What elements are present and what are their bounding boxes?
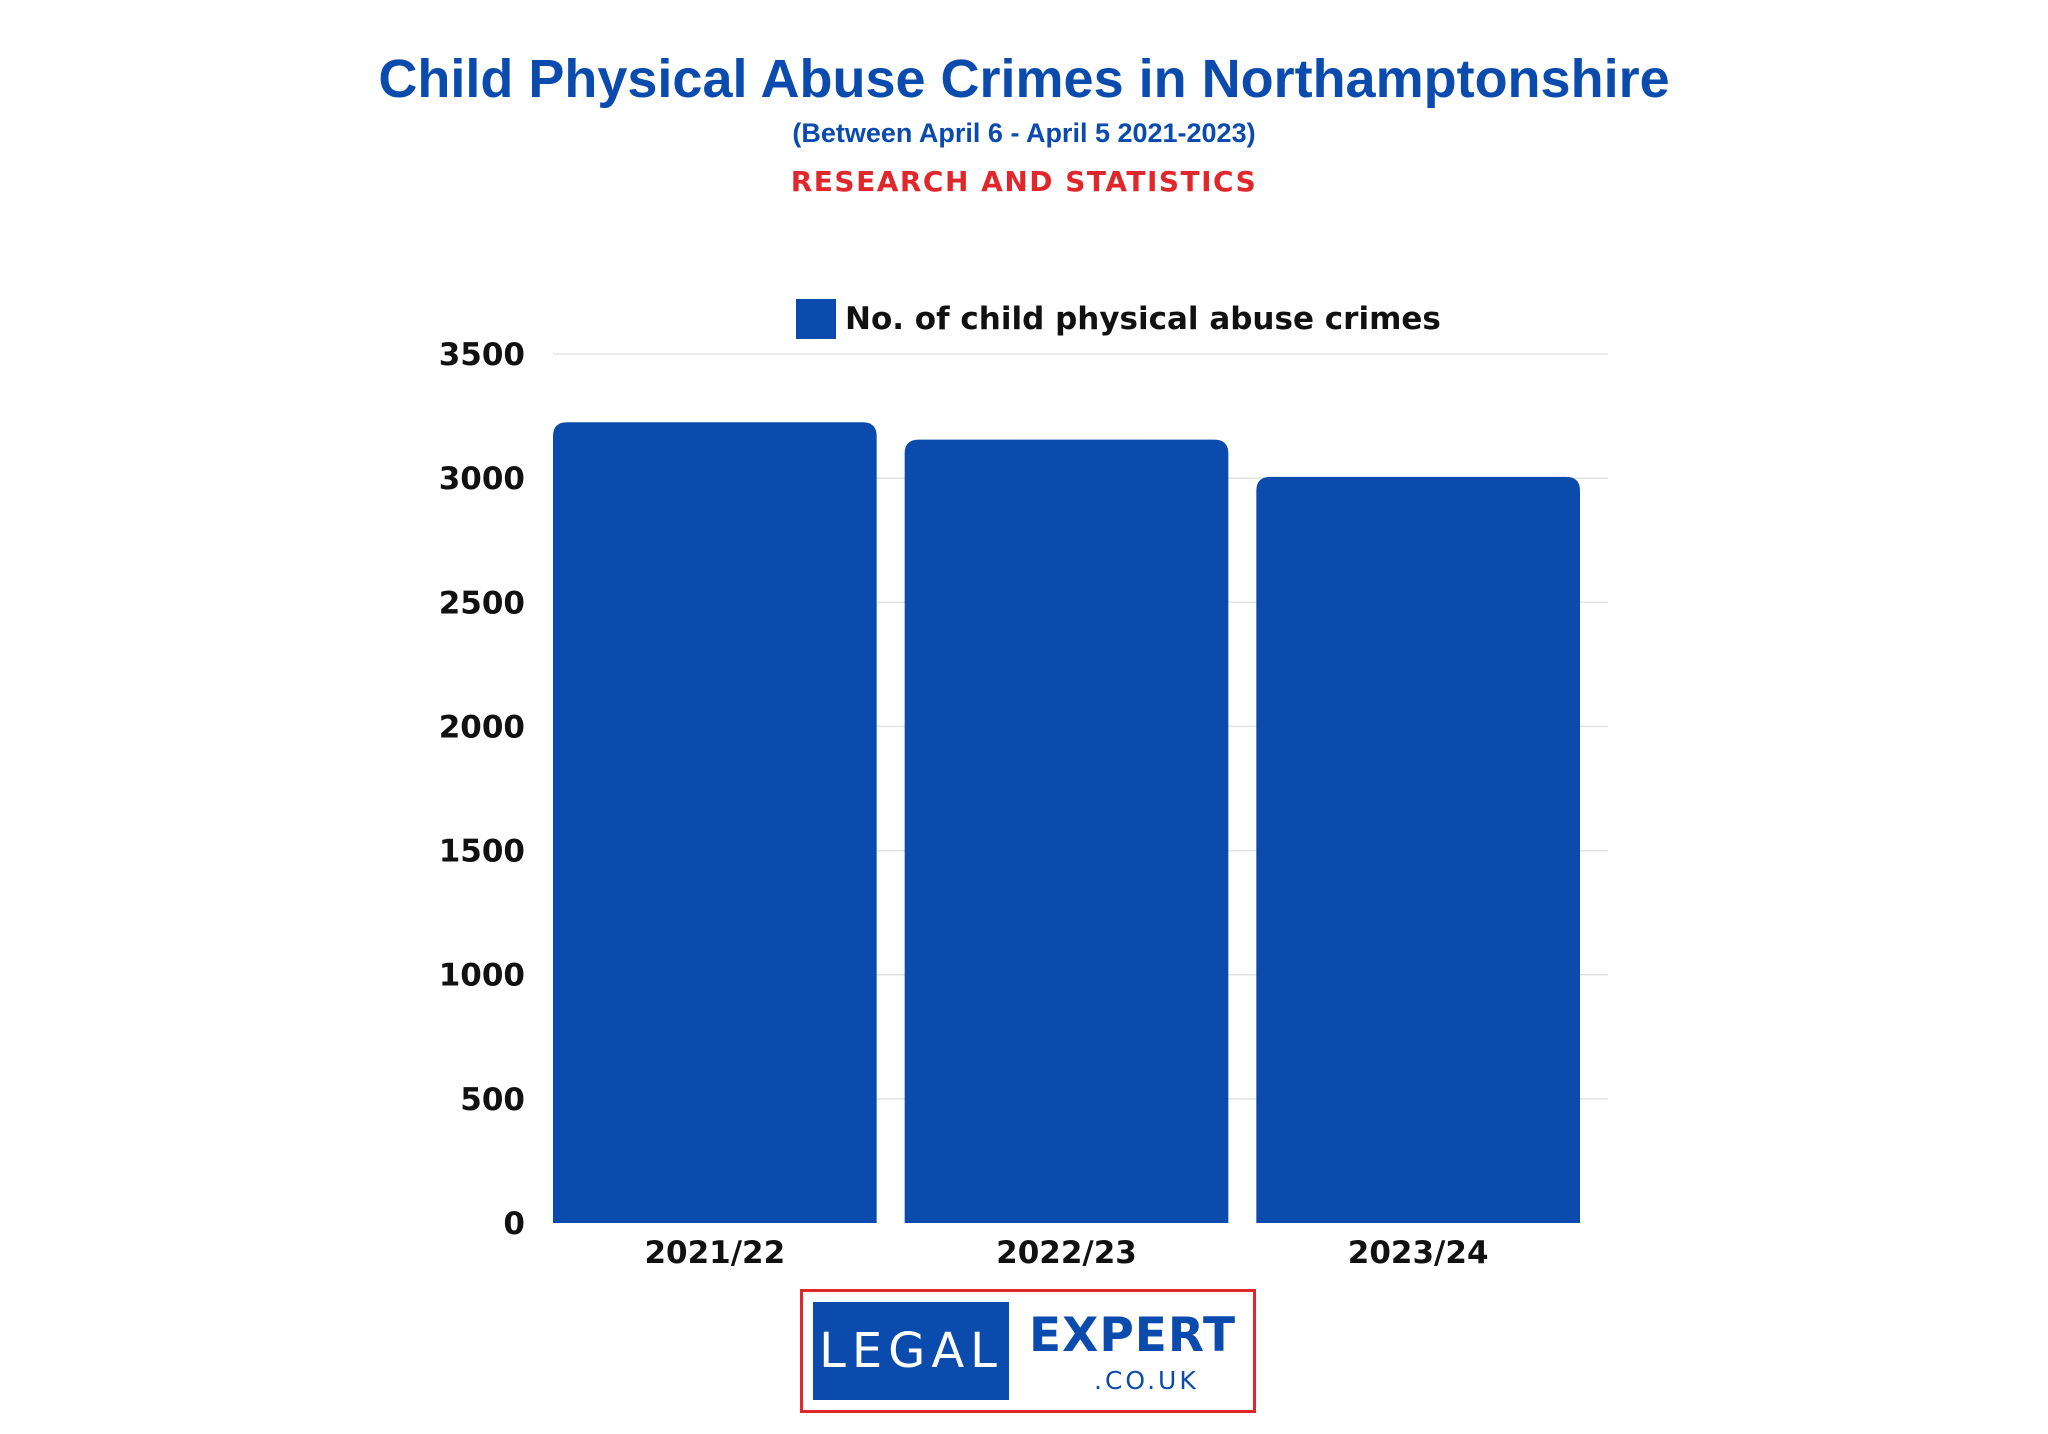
x-axis-ticks: 2021/22 2022/23 2023/24 bbox=[644, 1235, 1488, 1271]
y-tick-label: 0 bbox=[503, 1206, 525, 1242]
x-tick-label: 2021/22 bbox=[644, 1235, 785, 1271]
legend-swatch bbox=[796, 299, 836, 339]
research-tagline: RESEARCH AND STATISTICS bbox=[790, 165, 1258, 198]
x-tick-label: 2023/24 bbox=[1348, 1235, 1489, 1271]
y-tick-label: 1000 bbox=[439, 958, 525, 994]
logo-expert-block: EXPERT .CO.UK bbox=[1029, 1302, 1249, 1400]
x-tick-label: 2022/23 bbox=[996, 1235, 1137, 1271]
legend-label: No. of child physical abuse crimes bbox=[845, 301, 1441, 337]
y-axis-ticks: 0 500 1000 1500 2000 2500 3000 3500 bbox=[439, 337, 525, 1242]
y-tick-label: 500 bbox=[460, 1082, 525, 1118]
bar-2022-23 bbox=[904, 439, 1229, 1223]
y-tick-label: 2500 bbox=[439, 585, 525, 621]
chart-title: Child Physical Abuse Crimes in Northampt… bbox=[378, 49, 1670, 109]
legend: No. of child physical abuse crimes bbox=[796, 299, 1441, 339]
logo-domain-text: .CO.UK bbox=[1094, 1366, 1199, 1395]
legal-expert-logo: LEGAL EXPERT .CO.UK bbox=[800, 1289, 1256, 1413]
logo-expert-text: EXPERT bbox=[1029, 1308, 1237, 1363]
y-tick-label: 1500 bbox=[439, 834, 525, 870]
chart-subtitle: (Between April 6 - April 5 2021-2023) bbox=[792, 118, 1256, 148]
bar-2023-24 bbox=[1256, 476, 1580, 1223]
bars bbox=[553, 422, 1580, 1223]
logo-legal-text: LEGAL bbox=[813, 1302, 1009, 1400]
y-tick-label: 3500 bbox=[439, 337, 525, 373]
y-tick-label: 2000 bbox=[439, 709, 525, 745]
y-tick-label: 3000 bbox=[439, 461, 525, 497]
bar-2021-22 bbox=[553, 422, 877, 1223]
